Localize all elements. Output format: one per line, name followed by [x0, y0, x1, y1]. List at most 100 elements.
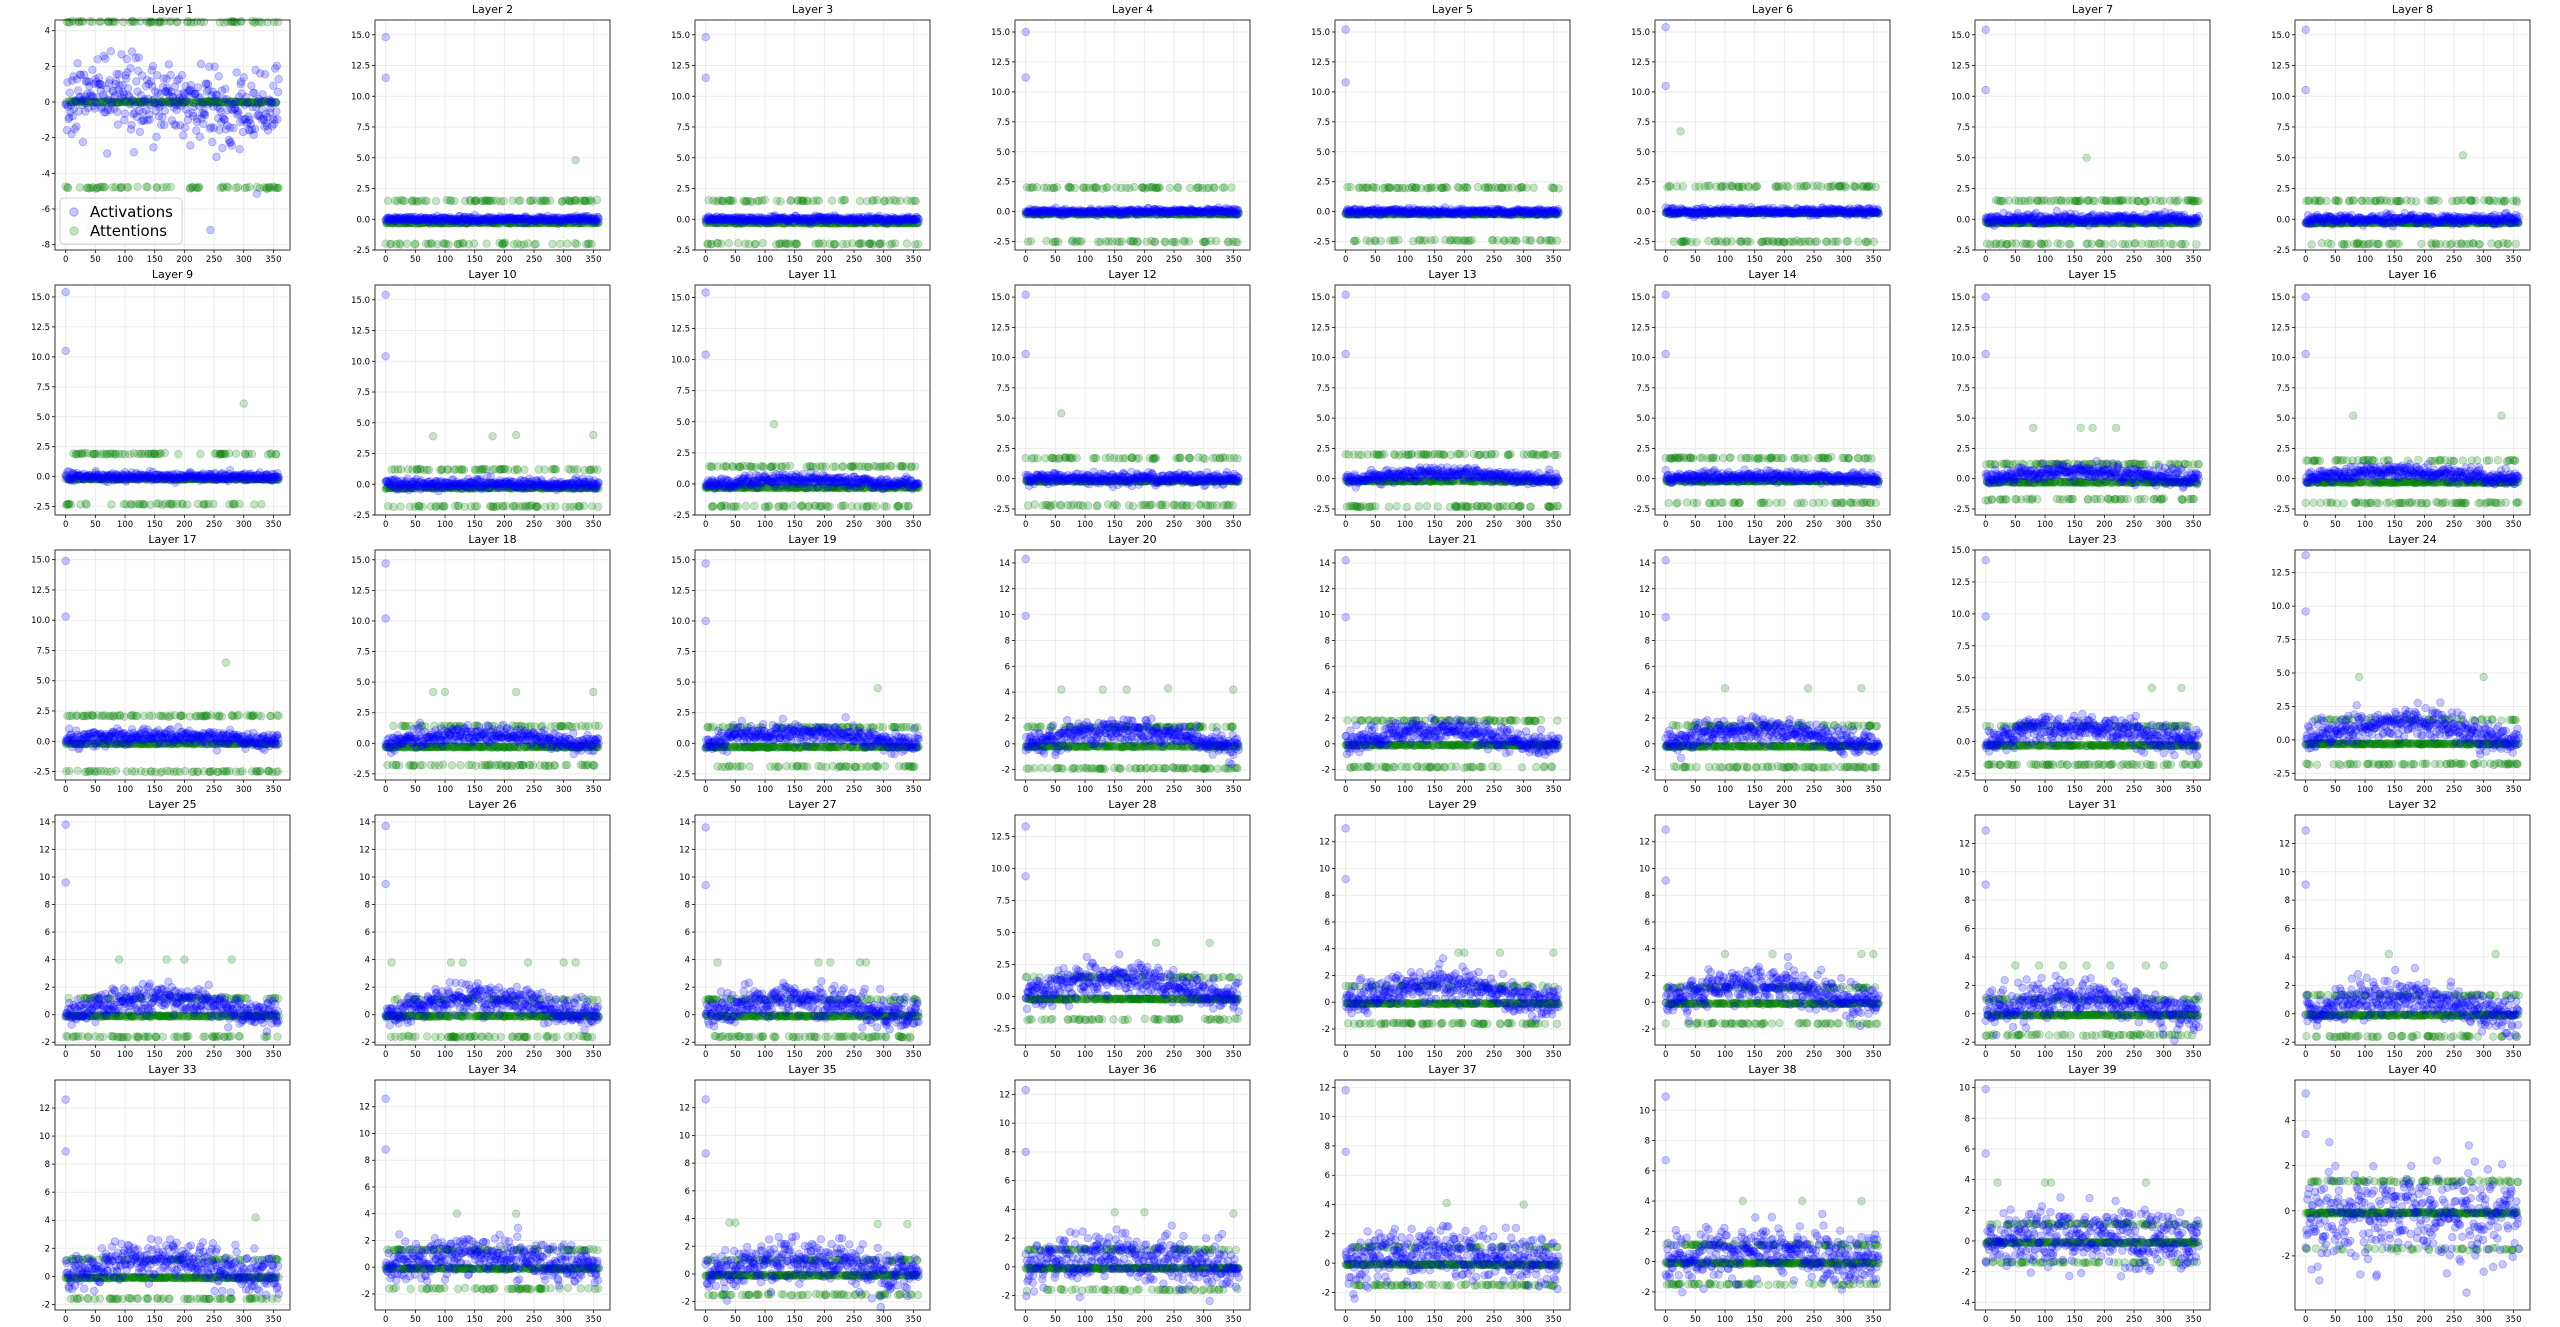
legend-label: Activations: [90, 203, 173, 221]
y-tick-label: 15.0: [671, 31, 690, 41]
attention-point: [1727, 237, 1736, 246]
activation-point: [186, 141, 195, 150]
attention-point: [245, 182, 254, 192]
y-tick-label: 15.0: [351, 31, 370, 41]
attention-point: [1430, 235, 1439, 245]
attention-point: [69, 97, 78, 106]
y-tick-label: -2.5: [1313, 238, 1330, 248]
attention-point: [1752, 181, 1762, 191]
attention-point: [86, 97, 95, 106]
attention-point: [101, 96, 110, 106]
attention-point: [63, 183, 73, 192]
x-tick-label: 250: [846, 255, 862, 265]
attention-point: [855, 196, 865, 206]
x-tick-label: 200: [1136, 255, 1152, 265]
attention-point: [728, 196, 738, 205]
x-tick-label: 300: [1196, 255, 1212, 265]
attention-point: [76, 97, 86, 106]
attention-point: [111, 182, 120, 192]
attention-point: [1165, 183, 1175, 192]
activation-point: [129, 148, 139, 157]
x-tick-label: 0: [1023, 255, 1028, 265]
activation-point: [1661, 23, 1670, 32]
attention-point: [99, 183, 108, 192]
y-tick-label: -2.5: [1633, 238, 1650, 248]
activation-point: [182, 96, 191, 105]
y-tick-label: 10.0: [1311, 88, 1330, 98]
activation-point: [195, 132, 204, 141]
attention-point: [758, 238, 767, 248]
attention-point: [73, 98, 83, 107]
activation-point: [113, 120, 123, 129]
attention-point: [76, 97, 85, 106]
attention-point: [88, 183, 98, 192]
subplot-title: Layer 3: [792, 3, 833, 16]
attention-point: [840, 195, 850, 205]
y-tick-label: 15.0: [991, 28, 1010, 38]
attention-point: [751, 239, 760, 249]
attention-point: [113, 98, 122, 107]
attention-point: [237, 17, 246, 26]
attention-point: [830, 239, 840, 249]
x-tick-label: 100: [117, 255, 133, 265]
attention-point: [422, 196, 431, 206]
activation-point: [72, 122, 81, 131]
activation-point: [258, 90, 267, 99]
attention-point: [102, 98, 111, 108]
x-tick-label: 0: [1663, 255, 1668, 265]
activation-point: [122, 54, 131, 64]
attention-point: [77, 17, 86, 26]
attention-point: [1843, 236, 1853, 246]
attention-point: [143, 182, 152, 192]
activation-point: [135, 127, 145, 137]
attention-point: [1692, 237, 1701, 247]
activation-point: [157, 98, 166, 107]
x-tick-label: 250: [1166, 255, 1182, 265]
attention-point: [1812, 237, 1822, 246]
activation-point: [247, 81, 256, 90]
y-tick-label: 0.0: [1636, 208, 1650, 218]
attention-point: [1211, 236, 1221, 246]
attention-point: [2100, 240, 2110, 249]
attention-point: [85, 17, 95, 26]
activation-point: [239, 73, 248, 82]
activation-point: [229, 123, 238, 133]
attention-point: [1054, 237, 1063, 247]
y-tick-label: 7.5: [676, 123, 690, 133]
x-tick-label: 50: [730, 255, 741, 265]
attention-point: [98, 98, 107, 107]
activation-point: [127, 120, 136, 130]
activation-point: [234, 109, 243, 118]
activation-point: [166, 70, 175, 80]
x-tick-label: 50: [1050, 255, 1061, 265]
activation-point: [1341, 78, 1350, 87]
attention-point: [166, 182, 175, 192]
activation-point: [1661, 81, 1670, 91]
activation-point: [271, 97, 280, 107]
attention-point: [86, 183, 96, 193]
attention-point: [123, 183, 133, 192]
attention-point: [734, 238, 743, 248]
attention-point: [100, 182, 109, 192]
attention-point: [571, 155, 580, 165]
attention-point: [108, 183, 117, 192]
attention-point: [1394, 235, 1403, 245]
y-tick-label: 7.5: [356, 123, 370, 133]
activation-point: [1234, 208, 1243, 217]
attention-point: [760, 195, 770, 204]
y-tick-label: 15.0: [1311, 28, 1330, 38]
activation-point: [149, 143, 158, 152]
attention-point: [274, 183, 283, 192]
activation-point: [250, 124, 260, 134]
y-tick-label: -4: [42, 169, 50, 179]
attention-point: [1070, 183, 1080, 193]
attention-point: [65, 18, 74, 27]
y-tick-label: 2: [45, 62, 50, 72]
activation-point: [132, 77, 141, 86]
attention-point: [1784, 182, 1793, 191]
activation-point: [123, 84, 133, 93]
attention-point: [2056, 239, 2065, 249]
attention-point: [79, 97, 89, 107]
attention-point: [72, 97, 82, 107]
attention-point: [66, 98, 76, 107]
